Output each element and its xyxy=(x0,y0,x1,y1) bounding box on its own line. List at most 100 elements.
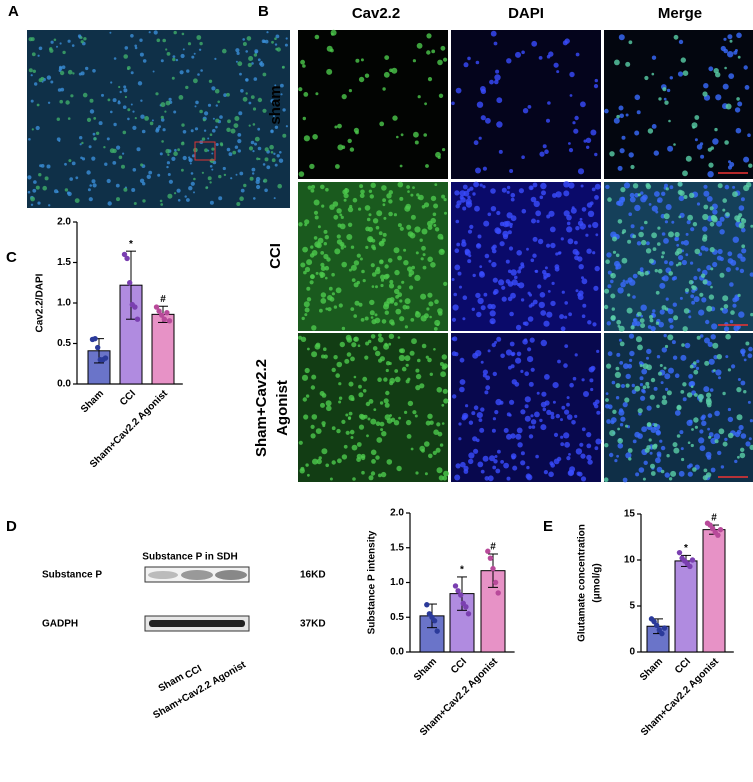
cell xyxy=(612,409,617,414)
cell xyxy=(666,390,672,396)
cell xyxy=(505,259,510,264)
cell xyxy=(739,268,745,274)
cell xyxy=(209,158,215,164)
cell xyxy=(130,34,134,38)
cell xyxy=(271,40,274,44)
cell xyxy=(477,234,482,239)
cell xyxy=(664,472,670,478)
data-point xyxy=(455,588,461,594)
cell xyxy=(616,200,621,206)
cell xyxy=(248,124,251,127)
cell xyxy=(691,285,695,289)
cell xyxy=(142,182,146,186)
cell xyxy=(640,191,644,195)
cell xyxy=(211,152,214,155)
cell xyxy=(116,197,120,202)
cell xyxy=(703,83,709,89)
cell xyxy=(710,146,714,150)
cell xyxy=(349,147,355,152)
cell xyxy=(274,125,279,129)
bar xyxy=(674,560,698,653)
cell xyxy=(159,152,163,156)
cell xyxy=(603,304,609,310)
cell xyxy=(230,177,233,180)
cell xyxy=(644,75,649,81)
cell xyxy=(349,429,355,435)
significance-mark: * xyxy=(684,543,688,554)
cell xyxy=(46,164,51,169)
cell xyxy=(615,396,620,400)
cell xyxy=(433,203,439,209)
cell xyxy=(462,295,468,301)
cell xyxy=(407,400,414,407)
cell xyxy=(623,182,631,189)
cell xyxy=(58,69,62,72)
cell xyxy=(652,247,657,252)
cell xyxy=(544,266,548,270)
cell xyxy=(251,167,256,172)
cell xyxy=(520,409,526,415)
cell xyxy=(363,414,368,419)
cell xyxy=(378,473,382,478)
cell xyxy=(92,183,97,188)
cell xyxy=(78,72,82,76)
cell xyxy=(376,437,383,443)
cell xyxy=(506,190,510,194)
cell xyxy=(370,471,376,476)
cell xyxy=(399,226,404,231)
cell xyxy=(682,70,689,76)
cell xyxy=(338,396,343,400)
cell xyxy=(727,34,733,40)
cell xyxy=(660,445,666,451)
cell xyxy=(346,337,353,343)
cell xyxy=(50,40,54,44)
y-tick-label: 0.5 xyxy=(57,338,71,349)
cell xyxy=(72,72,75,75)
cell xyxy=(592,221,599,229)
cell xyxy=(282,108,286,112)
cell xyxy=(165,100,171,106)
cell xyxy=(313,236,318,240)
cell xyxy=(101,93,104,97)
cell xyxy=(160,203,164,206)
cell xyxy=(683,195,688,199)
cell xyxy=(168,97,172,101)
cell xyxy=(524,396,531,403)
cell xyxy=(148,31,151,34)
cell xyxy=(140,99,143,102)
cell xyxy=(692,467,697,472)
cell xyxy=(258,157,261,161)
cell xyxy=(426,50,431,55)
cell xyxy=(336,208,342,214)
data-point xyxy=(161,316,167,322)
cell xyxy=(368,189,373,193)
cell xyxy=(476,243,481,248)
cell xyxy=(85,66,89,71)
cell xyxy=(199,41,203,46)
cell xyxy=(410,318,415,322)
cell xyxy=(646,405,652,411)
cell xyxy=(266,31,269,34)
cell xyxy=(425,355,429,359)
cell xyxy=(535,210,542,217)
cell xyxy=(309,253,315,258)
cell xyxy=(683,240,689,246)
cell xyxy=(745,441,751,447)
cell xyxy=(617,219,623,224)
cell xyxy=(140,163,144,167)
cell xyxy=(722,208,726,212)
cell xyxy=(550,300,556,307)
cell xyxy=(646,356,649,360)
cell xyxy=(720,307,724,311)
cell xyxy=(417,358,421,363)
cell xyxy=(455,87,462,94)
cell xyxy=(335,373,341,378)
cell xyxy=(257,58,261,62)
cell xyxy=(337,458,342,464)
cell xyxy=(404,205,411,212)
cell xyxy=(639,318,645,323)
cell xyxy=(74,198,80,204)
cell xyxy=(362,279,366,283)
cell xyxy=(270,99,275,103)
cell xyxy=(596,410,601,415)
